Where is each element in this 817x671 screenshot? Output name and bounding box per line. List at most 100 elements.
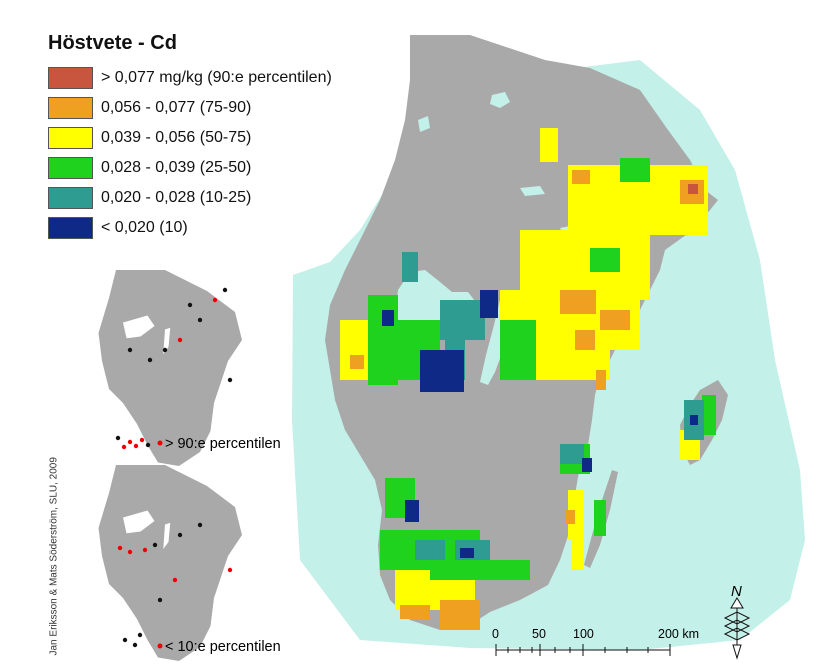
raster-cell	[560, 290, 596, 314]
raster-cell	[582, 458, 592, 472]
sample-point	[197, 522, 203, 528]
sample-point	[142, 547, 148, 553]
raster-cell	[420, 350, 464, 392]
legend-item: 0,020 - 0,028 (10-25)	[48, 183, 332, 213]
scale-label: 0	[492, 627, 499, 641]
sample-point	[197, 317, 203, 323]
raster-cell	[415, 540, 445, 560]
inset-land	[98, 270, 243, 466]
raster-cell	[572, 540, 584, 570]
legend-swatch	[48, 97, 93, 119]
raster-cell	[440, 600, 480, 630]
legend-swatch	[48, 187, 93, 209]
scale-label: 200 km	[658, 627, 699, 641]
scale-label: 100	[573, 627, 594, 641]
sample-point	[187, 302, 193, 308]
sample-point	[172, 577, 178, 583]
sample-point	[127, 347, 133, 353]
raster-cell	[480, 290, 498, 318]
legend-item: 0,028 - 0,039 (25-50)	[48, 153, 332, 183]
raster-cell	[400, 605, 430, 619]
legend-swatch	[48, 157, 93, 179]
raster-cell	[382, 310, 394, 326]
sample-point	[177, 532, 183, 538]
raster-cell	[520, 230, 650, 300]
sample-point	[127, 439, 133, 445]
author-credit: Jan Eriksson & Mats Söderström, SLU, 200…	[48, 457, 60, 656]
legend-swatch	[48, 67, 93, 89]
raster-cell	[594, 500, 606, 536]
north-label: N	[731, 583, 742, 600]
sample-point	[137, 632, 143, 638]
sample-point	[147, 357, 153, 363]
sample-point	[152, 542, 158, 548]
raster-cell	[440, 300, 485, 340]
north-arrow-icon	[723, 597, 751, 660]
sample-point	[132, 642, 138, 648]
inset-lake	[123, 315, 155, 339]
lake-small	[418, 116, 430, 132]
legend-item: 0,056 - 0,077 (75-90)	[48, 93, 332, 123]
sample-point	[177, 337, 183, 343]
legend-label: 0,056 - 0,077 (75-90)	[101, 99, 252, 116]
inset-map-upper	[98, 270, 243, 466]
raster-cell	[540, 128, 558, 162]
legend-label: 0,020 - 0,028 (10-25)	[101, 189, 252, 206]
raster-cell	[600, 310, 630, 330]
legend-label: > 0,077 mg/kg (90:e percentilen)	[101, 69, 332, 86]
sample-point	[157, 597, 163, 603]
sample-point	[127, 549, 133, 555]
raster-cell	[702, 395, 716, 435]
cadmium-raster	[340, 128, 716, 630]
red-dot-legend	[157, 440, 163, 446]
sample-point	[227, 567, 233, 573]
red-dot-legend	[157, 643, 163, 649]
raster-cell	[688, 184, 698, 194]
lake-siljan	[490, 92, 510, 108]
inset-caption-lower: < 10:e percentilen	[165, 639, 281, 655]
legend-item: > 0,077 mg/kg (90:e percentilen)	[48, 63, 332, 93]
legend-item: < 0,020 (10)	[48, 213, 332, 243]
map-title: Höstvete - Cd	[48, 32, 177, 54]
scale-bar	[495, 644, 671, 656]
raster-cell	[350, 355, 364, 369]
raster-cell	[368, 295, 398, 385]
legend-label: 0,028 - 0,039 (25-50)	[101, 159, 252, 176]
sample-point	[122, 637, 128, 643]
raster-cell	[500, 320, 536, 380]
inset-map-lower	[98, 465, 243, 661]
sample-point	[133, 443, 139, 449]
scale-label: 50	[532, 627, 546, 641]
raster-cell	[575, 330, 595, 350]
inset-lake	[163, 327, 171, 354]
lake-small	[520, 186, 545, 196]
raster-cell	[565, 510, 575, 524]
raster-cell	[402, 252, 418, 282]
inset-lake	[163, 522, 171, 549]
sample-point	[139, 437, 145, 443]
sample-point	[115, 435, 121, 441]
raster-cell	[430, 560, 530, 580]
legend-label: 0,039 - 0,056 (50-75)	[101, 129, 252, 146]
raster-cell	[690, 415, 698, 425]
sample-point	[212, 297, 218, 303]
sample-point	[145, 442, 151, 448]
sample-point	[227, 377, 233, 383]
legend-swatch	[48, 127, 93, 149]
legend: > 0,077 mg/kg (90:e percentilen) 0,056 -…	[48, 63, 332, 243]
sample-point	[121, 444, 127, 450]
raster-cell	[620, 158, 650, 182]
inset-points-upper	[115, 287, 233, 450]
sample-point	[117, 545, 123, 551]
raster-cell	[590, 248, 620, 272]
raster-cell	[572, 170, 590, 184]
legend-item: 0,039 - 0,056 (50-75)	[48, 123, 332, 153]
raster-cell	[460, 548, 474, 558]
inset-land	[98, 465, 243, 661]
inset-lake	[123, 510, 155, 534]
legend-label: < 0,020 (10)	[101, 219, 188, 236]
inset-points-lower	[117, 522, 233, 648]
legend-swatch	[48, 217, 93, 239]
raster-cell	[596, 370, 606, 390]
